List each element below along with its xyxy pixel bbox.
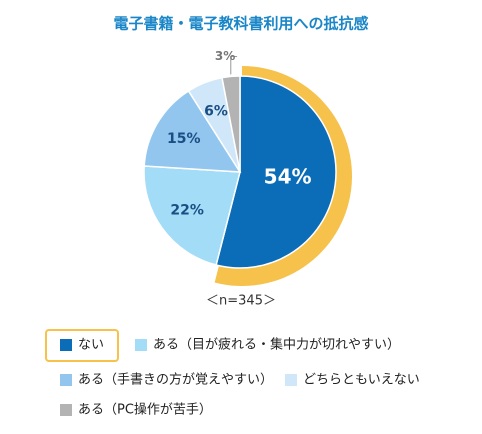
data-label: 54% [264, 165, 312, 189]
sample-note: ＜n=345＞ [206, 294, 276, 309]
legend-highlight [45, 329, 119, 362]
chart-title: 電子書籍・電子教科書利用への抵抗感 [113, 15, 368, 33]
legend-swatch [60, 374, 72, 386]
pie-slice [143, 89, 242, 173]
legend-label: ある（目が疲れる・集中力が切れやすい） [153, 337, 400, 353]
legend-swatch [60, 339, 72, 351]
data-label: 22% [170, 202, 204, 218]
data-label: 3% [215, 49, 235, 63]
legend-swatch [285, 374, 297, 386]
pie-slice [215, 75, 337, 269]
legend-label: ない [78, 338, 104, 353]
data-label: 15% [167, 131, 201, 147]
legend-swatch [135, 339, 147, 351]
pie-slice [221, 75, 241, 173]
legend-swatch [60, 404, 72, 416]
legend-label: ある（手書きの方が覚えやすい） [78, 372, 273, 388]
data-label: 6% [204, 103, 228, 119]
legend-label: ある（PC操作が苦手） [78, 402, 212, 418]
legend-label: どちらともいえない [303, 373, 420, 388]
pie-slice [143, 165, 241, 266]
leader-line [230, 56, 238, 75]
